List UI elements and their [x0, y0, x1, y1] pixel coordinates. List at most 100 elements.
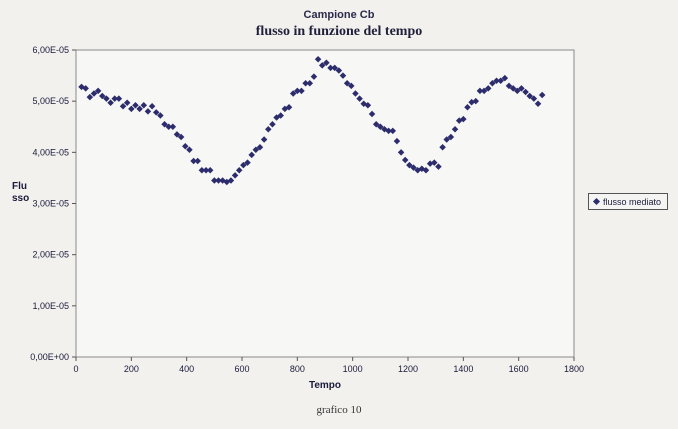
legend: flusso mediato [588, 193, 668, 210]
x-tick-label: 1600 [509, 364, 529, 374]
data-point [306, 80, 314, 87]
figure-caption: grafico 10 [316, 404, 362, 416]
y-tick-label: 4,00E-05 [32, 147, 69, 157]
data-point [335, 67, 343, 74]
data-point [211, 177, 218, 184]
data-point [410, 164, 417, 171]
data-point [90, 90, 98, 97]
x-tick-label: 1400 [453, 364, 473, 374]
data-point [235, 166, 243, 174]
data-point [497, 77, 504, 84]
y-tick-label: 2,00E-05 [32, 250, 69, 260]
data-point [302, 80, 309, 87]
data-point [294, 87, 301, 95]
data-point [298, 87, 305, 95]
data-point [165, 123, 172, 131]
data-point [343, 80, 351, 87]
chart-subtitle: flusso in funzione del tempo [255, 24, 423, 39]
x-tick-label: 1800 [564, 364, 584, 374]
data-point [144, 108, 152, 115]
x-tick-label: 400 [179, 364, 194, 374]
data-point [173, 131, 181, 138]
data-point [269, 120, 276, 128]
data-point [231, 172, 239, 179]
data-point [227, 177, 235, 184]
data-point [136, 105, 143, 113]
data-point [111, 95, 118, 102]
x-tick-label: 0 [73, 364, 78, 374]
data-point [480, 87, 488, 95]
data-point [431, 159, 438, 166]
data-point [509, 85, 517, 92]
data-point [240, 161, 247, 169]
data-point [152, 109, 160, 116]
data-point [538, 91, 546, 99]
data-point [501, 74, 509, 82]
data-point [472, 97, 480, 105]
data-point [202, 166, 210, 174]
data-point [406, 161, 413, 169]
data-point [94, 87, 102, 95]
y-tick-label: 3,00E-05 [32, 199, 69, 209]
data-point [260, 136, 268, 143]
plot-area [75, 49, 575, 358]
data-point [198, 166, 206, 174]
data-point [244, 159, 251, 166]
data-point [115, 95, 123, 102]
y-tick-label: 1,00E-05 [32, 301, 69, 311]
data-point [489, 80, 496, 87]
data-point [484, 85, 492, 92]
data-point [248, 151, 255, 159]
data-point [177, 133, 185, 141]
data-point [123, 99, 131, 106]
data-point [443, 136, 450, 143]
data-point [285, 104, 293, 111]
data-point [161, 120, 168, 128]
data-point [82, 85, 89, 92]
data-point [186, 146, 193, 154]
x-tick-label: 800 [290, 364, 305, 374]
axes: 0 200 400 600 800 1000 1200 1400 1600 1800 0,00E+0… [30, 45, 584, 374]
data-point [169, 123, 177, 131]
data-point [128, 105, 135, 113]
y-tick-label: 6,00E-05 [32, 45, 69, 55]
data-point [377, 123, 384, 131]
data-point [451, 126, 459, 133]
legend-marker-icon [592, 197, 601, 206]
data-point [435, 163, 442, 170]
x-tick-label: 1200 [398, 364, 418, 374]
data-point [439, 143, 446, 151]
data-point [132, 102, 139, 109]
data-point [447, 133, 455, 141]
y-axis-label: Flusso [12, 181, 30, 204]
legend-label: flusso mediato [603, 196, 662, 207]
data-point [385, 127, 392, 135]
data-point [422, 166, 430, 174]
data-point [339, 72, 347, 79]
data-point [348, 82, 355, 90]
data-point [140, 102, 148, 109]
data-point [522, 88, 529, 96]
data-point [107, 99, 114, 106]
data-point [206, 166, 214, 174]
x-tick-label: 200 [124, 364, 139, 374]
y-tick-label: 0,00E+00 [30, 352, 69, 362]
data-point [493, 77, 500, 84]
data-point [182, 142, 189, 150]
data-point [119, 103, 127, 110]
y-tick-label: 5,00E-05 [32, 96, 69, 106]
data-point [534, 100, 542, 107]
data-point [86, 93, 94, 101]
data-point [401, 156, 409, 164]
data-point [194, 157, 201, 165]
data-point [99, 92, 106, 100]
data-point [256, 143, 264, 151]
data-point [157, 112, 164, 119]
x-axis-label: Tempo [308, 380, 342, 391]
data-point [103, 95, 110, 102]
data-point [265, 126, 272, 133]
data-point [393, 137, 401, 145]
data-point [148, 103, 156, 110]
data-point [215, 177, 222, 184]
